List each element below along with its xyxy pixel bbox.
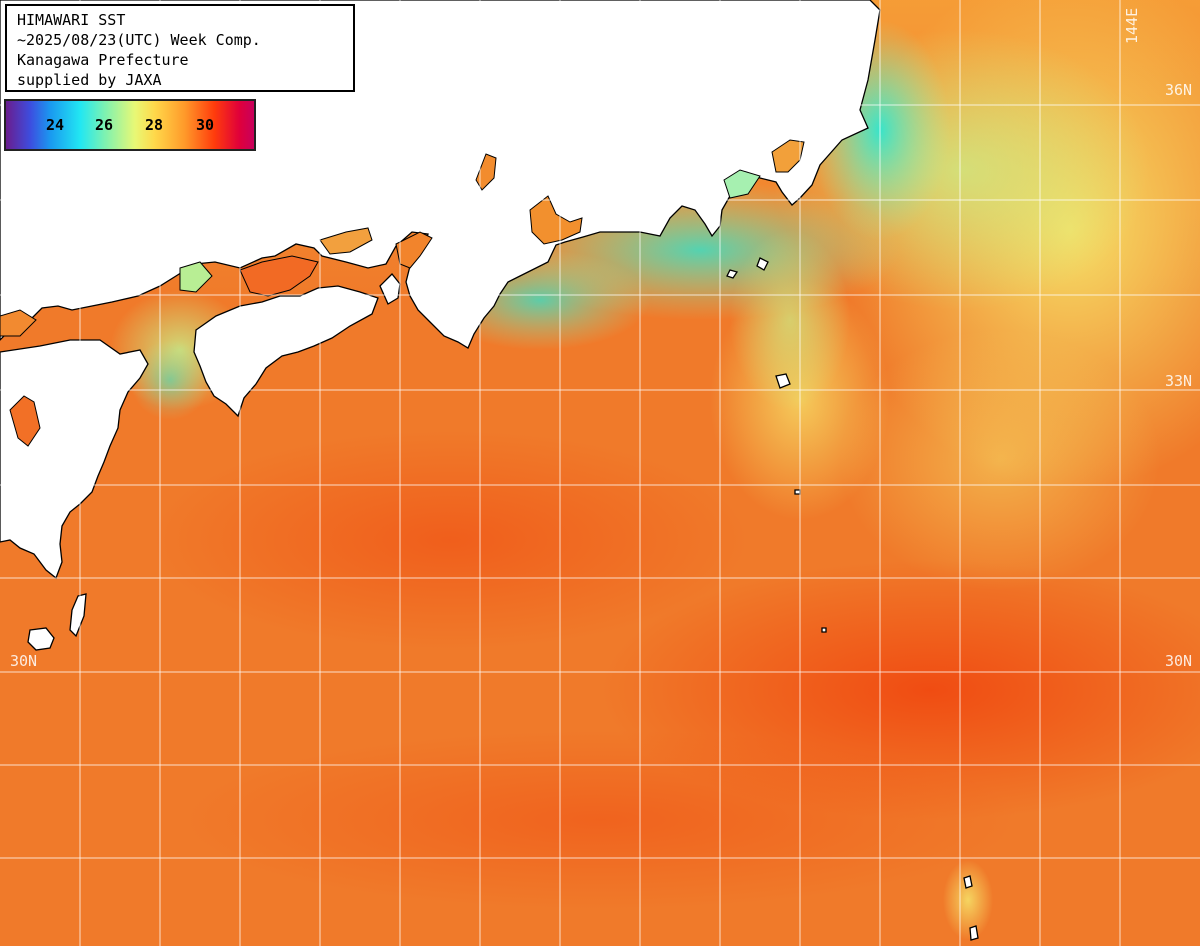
lat-label-36n-right: 36N (1165, 81, 1192, 99)
title-line-product: HIMAWARI SST (17, 11, 126, 29)
legend-tick-24: 24 (46, 116, 65, 134)
sea-inlet-wakasa-bay (475, 153, 497, 191)
lat-label-30n-left: 30N (10, 652, 37, 670)
lat-label-30n-right: 30N (1165, 652, 1192, 670)
sea-inlet-sagami-bay (723, 169, 761, 199)
sea-inlet-hiroshima (319, 227, 373, 255)
sea-inlet-seto-east (179, 261, 213, 293)
lat-label-33n-left: 33N (10, 372, 37, 390)
sea-hot-region-south (180, 730, 1020, 910)
title-line-credit: supplied by JAXA (17, 71, 162, 89)
sea-coastal-cool-izu (730, 230, 850, 410)
temperature-color-scale: 24 26 28 30 (4, 99, 256, 151)
title-box: HIMAWARI SST ~2025/08/23(UTC) Week Comp.… (5, 4, 355, 92)
land-kyushu (0, 339, 149, 580)
sea-cool-region-e (840, 330, 1160, 590)
sea-inlet-ise-bay (529, 195, 583, 245)
land-izu-oshima (756, 257, 769, 271)
land-small-island-1 (726, 269, 739, 279)
land-yakushima (27, 627, 55, 651)
title-line-region: Kanagawa Prefecture (17, 51, 189, 69)
sea-inlet-ariake (9, 395, 41, 447)
land-awaji (379, 273, 401, 305)
land-islet-4 (794, 489, 801, 495)
lon-label-136e: 136E (482, 8, 500, 44)
land-islet-south-1 (963, 875, 973, 889)
lon-label-144e: 144E (1123, 8, 1141, 44)
title-line-period: ~2025/08/23(UTC) Week Comp. (17, 31, 261, 49)
legend-tick-26: 26 (95, 116, 114, 134)
sea-inlet-kyushu-west (0, 309, 37, 337)
sea-south-island-plume (943, 860, 993, 940)
sea-coastal-green-bungo (130, 340, 210, 420)
legend-tick-30: 30 (196, 116, 215, 134)
land-tanegashima (69, 593, 87, 638)
lat-label-33n-right: 33N (1165, 372, 1192, 390)
land-islet-3 (821, 627, 827, 633)
sea-inlet-inland-sea-orange (239, 255, 319, 297)
land-islet-south-2 (969, 925, 979, 941)
legend-tick-28: 28 (145, 116, 164, 134)
land-miyake (775, 373, 791, 389)
